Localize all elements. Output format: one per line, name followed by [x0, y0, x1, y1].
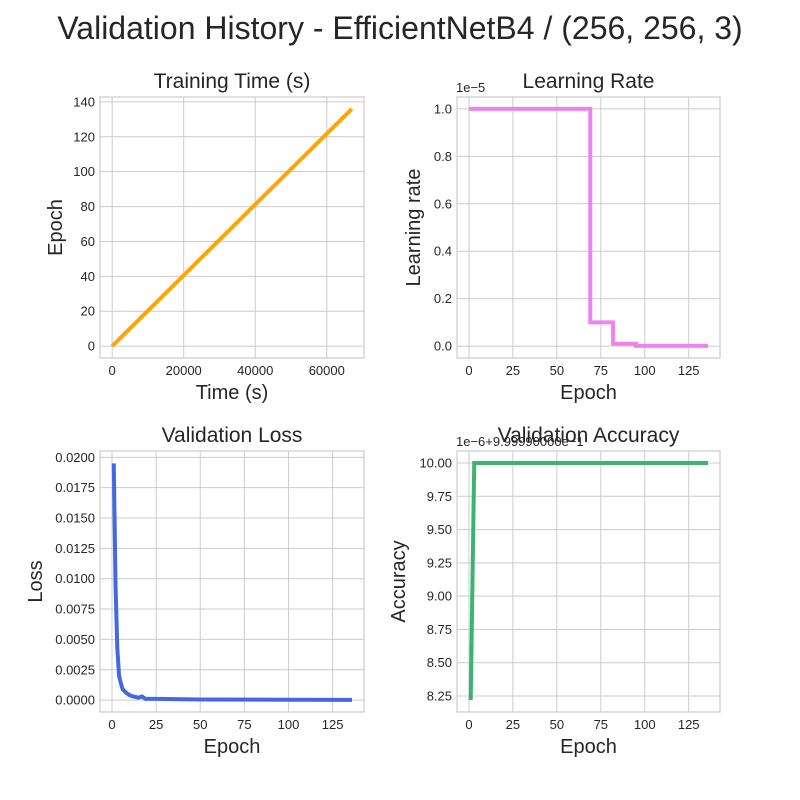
- learning-rate-ytick-label: 0.2: [434, 291, 452, 306]
- training-time-axes-frame: [99, 96, 365, 359]
- validation-loss-ytick-label: 0.0200: [55, 450, 95, 465]
- validation-loss-ytick-label: 0.0175: [55, 480, 95, 495]
- validation-accuracy-xtick-label: 100: [634, 717, 656, 732]
- validation-accuracy-ylabel: Accuracy: [388, 540, 410, 622]
- learning-rate-title: Learning Rate: [523, 70, 655, 93]
- training-time-ylabel: Epoch: [45, 199, 67, 256]
- learning-rate-offset-text: 1e−5: [456, 80, 485, 95]
- learning-rate-ytick-label: 0.4: [434, 244, 452, 259]
- training-time-xtick-label: 40000: [237, 363, 273, 378]
- validation-loss-title: Validation Loss: [162, 424, 303, 447]
- learning-rate-axes-frame: [456, 96, 721, 359]
- learning-rate-xlabel: Epoch: [560, 382, 617, 404]
- validation-loss-series-line: [111, 463, 353, 702]
- training-time-xlabel: Time (s): [196, 382, 269, 404]
- validation-accuracy-ytick-label: 9.00: [427, 589, 452, 604]
- training-time-ytick-label: 40: [81, 269, 95, 284]
- panel-learning-rate: 0 25 50 75 100 125 0.0 0.2 0.4 0.6 0.8 1.0 1e−5 Learn…: [403, 70, 721, 404]
- validation-accuracy-ytick-label: 9.50: [427, 522, 452, 537]
- validation-accuracy-offset-text: 1e−6+9.99990000e−1: [456, 434, 584, 449]
- validation-loss-ytick-label: 0.0000: [55, 693, 95, 708]
- validation-accuracy-ytick-label: 10.00: [419, 455, 452, 470]
- validation-accuracy-ytick-label: 8.75: [427, 622, 452, 637]
- validation-accuracy-axes-frame: [456, 450, 721, 713]
- validation-loss-ytick-label: 0.0150: [55, 511, 95, 526]
- validation-loss-xtick-label: 0: [108, 717, 115, 732]
- learning-rate-ytick-label: 0.8: [434, 149, 452, 164]
- learning-rate-xtick-label: 125: [678, 363, 700, 378]
- validation-accuracy-xtick-label: 75: [594, 717, 608, 732]
- validation-loss-ytick-label: 0.0125: [55, 541, 95, 556]
- learning-rate-xtick-label: 50: [550, 363, 564, 378]
- learning-rate-xtick-label: 0: [465, 363, 472, 378]
- panel-validation-loss: 0 25 50 75 100 125 0.0000 0.0025 0.0050 0.0075 0.0…: [25, 424, 365, 758]
- training-time-title: Training Time (s): [154, 70, 311, 93]
- training-time-ytick-label: 20: [81, 304, 95, 319]
- panel-training-time: 0 20000 40000 60000 0 20 40 60 80 100 120 140 Traini…: [45, 70, 365, 404]
- validation-accuracy-xtick-label: 125: [678, 717, 700, 732]
- training-time-ytick-label: 120: [73, 129, 95, 144]
- learning-rate-series-line: [468, 106, 709, 348]
- learning-rate-xtick-label: 75: [594, 363, 608, 378]
- learning-rate-xtick-label: 100: [634, 363, 656, 378]
- training-time-ytick-label: 0: [88, 339, 95, 354]
- training-time-ytick-label: 140: [73, 94, 95, 109]
- validation-accuracy-ytick-label: 9.25: [427, 555, 452, 570]
- validation-loss-ytick-label: 0.0050: [55, 632, 95, 647]
- validation-loss-axes-frame: [99, 450, 365, 713]
- validation-loss-xlabel: Epoch: [204, 736, 261, 758]
- validation-accuracy-xtick-label: 25: [506, 717, 520, 732]
- validation-accuracy-xtick-label: 50: [550, 717, 564, 732]
- validation-accuracy-xtick-label: 0: [465, 717, 472, 732]
- validation-loss-xtick-label: 125: [322, 717, 344, 732]
- validation-loss-ytick-label: 0.0100: [55, 571, 95, 586]
- figure-title: Validation History - EfficientNetB4 / (2…: [57, 10, 743, 46]
- validation-loss-ylabel: Loss: [25, 560, 47, 602]
- learning-rate-ytick-label: 0.6: [434, 196, 452, 211]
- training-time-xtick-label: 0: [109, 363, 116, 378]
- validation-accuracy-title: Validation Accuracy: [498, 424, 680, 447]
- validation-accuracy-xlabel: Epoch: [560, 736, 617, 758]
- validation-accuracy-ytick-label: 8.25: [427, 689, 452, 704]
- validation-loss-ytick-label: 0.0025: [55, 662, 95, 677]
- learning-rate-ytick-label: 0.0: [434, 339, 452, 354]
- learning-rate-xtick-label: 25: [506, 363, 520, 378]
- validation-loss-xtick-label: 75: [237, 717, 251, 732]
- validation-loss-xtick-label: 50: [193, 717, 207, 732]
- validation-loss-xtick-label: 25: [149, 717, 163, 732]
- validation-accuracy-ytick-label: 8.50: [427, 655, 452, 670]
- training-time-xtick-label: 20000: [166, 363, 202, 378]
- training-time-ytick-label: 60: [81, 234, 95, 249]
- learning-rate-ylabel: Learning rate: [403, 169, 425, 287]
- validation-accuracy-series-line: [468, 460, 709, 701]
- validation-loss-xtick-label: 100: [278, 717, 300, 732]
- training-time-ytick-label: 80: [81, 199, 95, 214]
- validation-loss-ytick-label: 0.0075: [55, 602, 95, 617]
- validation-accuracy-ytick-label: 9.75: [427, 489, 452, 504]
- panel-validation-accuracy: 0 25 50 75 100 125 8.25 8.50 8.75 9.00 9.25 9.50 9.7…: [388, 424, 721, 758]
- training-time-ytick-label: 100: [73, 164, 95, 179]
- learning-rate-ytick-label: 1.0: [434, 101, 452, 116]
- training-time-xtick-label: 60000: [309, 363, 345, 378]
- training-time-series-line: [110, 107, 354, 348]
